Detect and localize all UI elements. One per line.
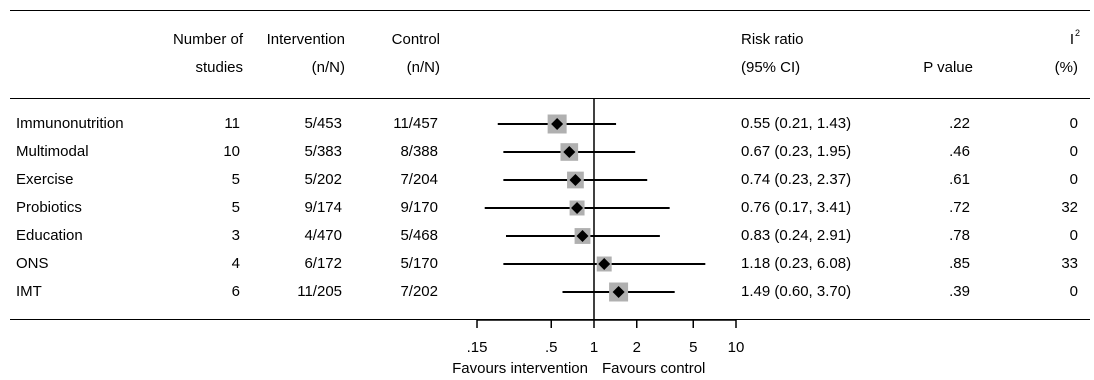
row-risk-ratio: 0.74 (0.23, 2.37)	[741, 171, 852, 188]
row-i2: 32	[1061, 199, 1078, 216]
row-studies: 5	[231, 199, 240, 216]
row-risk-ratio: 0.83 (0.24, 2.91)	[741, 227, 852, 244]
row-p-value: .78	[949, 227, 970, 244]
row-intervention: 5/202	[304, 171, 342, 188]
row-control: 5/468	[400, 227, 438, 244]
row-control: 11/457	[393, 115, 438, 132]
row-intervention: 6/172	[304, 255, 342, 272]
header-rule	[10, 98, 1090, 99]
header-studies-line1: Number of	[172, 31, 243, 48]
row-i2: 0	[1069, 171, 1078, 188]
row-risk-ratio: 1.18 (0.23, 6.08)	[741, 255, 852, 272]
row-control: 8/388	[400, 143, 438, 160]
row-p-value: .22	[949, 115, 970, 132]
row-label: Immunonutrition	[16, 115, 124, 132]
point-estimate-diamond	[576, 230, 589, 242]
row-i2: 0	[1069, 227, 1078, 244]
row-label: Probiotics	[16, 199, 82, 216]
header-control-line2: (n/N)	[406, 59, 440, 76]
header-intervention-line2: (n/N)	[311, 59, 345, 76]
row-intervention: 9/174	[304, 199, 342, 216]
header-rr-line1: Risk ratio	[741, 31, 804, 48]
row-intervention: 4/470	[304, 227, 342, 244]
header-studies-line2: studies	[195, 59, 243, 76]
point-estimate-diamond	[551, 118, 564, 130]
row-i2: 33	[1061, 255, 1078, 272]
row-studies: 10	[223, 143, 240, 160]
x-tick-label: .5	[544, 339, 558, 356]
row-risk-ratio: 1.49 (0.60, 3.70)	[741, 283, 852, 300]
header-i2-unit: (%)	[1054, 59, 1078, 76]
row-label: Multimodal	[16, 143, 89, 160]
header-i2-letter: I	[1069, 31, 1074, 48]
row-p-value: .85	[949, 255, 970, 272]
row-control: 7/202	[400, 283, 438, 300]
x-tick-label: 5	[689, 339, 698, 356]
header-intervention-line1: Intervention	[266, 31, 345, 48]
x-tick-label: 2	[632, 339, 641, 356]
header-pvalue: P value	[923, 59, 973, 76]
row-studies: 6	[231, 283, 240, 300]
row-control: 7/204	[400, 171, 438, 188]
row-i2: 0	[1069, 115, 1078, 132]
row-i2: 0	[1069, 283, 1078, 300]
row-control: 9/170	[400, 199, 438, 216]
point-estimate-diamond	[563, 146, 576, 158]
x-tick-label: 1	[589, 339, 599, 356]
point-estimate-diamond	[571, 202, 584, 214]
row-intervention: 11/205	[297, 283, 342, 300]
top-rule	[10, 10, 1090, 11]
row-label: IMT	[16, 283, 42, 300]
row-label: ONS	[16, 255, 49, 272]
row-p-value: .39	[949, 283, 970, 300]
favours-intervention-label: Favours intervention	[452, 360, 588, 377]
row-label: Exercise	[16, 171, 74, 188]
row-intervention: 5/453	[304, 115, 342, 132]
x-tick-label: 10	[727, 339, 745, 356]
row-label: Education	[16, 227, 83, 244]
row-studies: 11	[224, 115, 240, 132]
point-estimate-diamond	[569, 174, 582, 186]
point-estimate-diamond	[598, 258, 611, 270]
header-rr-line2: (95% CI)	[741, 59, 801, 76]
row-studies: 5	[231, 171, 240, 188]
row-risk-ratio: 0.76 (0.17, 3.41)	[741, 199, 852, 216]
row-i2: 0	[1069, 143, 1078, 160]
row-risk-ratio: 0.67 (0.23, 1.95)	[741, 143, 852, 160]
row-p-value: .72	[949, 199, 970, 216]
row-studies: 3	[231, 227, 240, 244]
x-tick-label: .15	[466, 339, 488, 356]
row-intervention: 5/383	[304, 143, 342, 160]
favours-control-label: Favours control	[602, 360, 706, 377]
row-risk-ratio: 0.55 (0.21, 1.43)	[741, 115, 852, 132]
point-estimate-diamond	[612, 286, 625, 298]
header-control-line1: Control	[391, 31, 440, 48]
row-studies: 4	[231, 255, 240, 272]
row-p-value: .46	[949, 143, 970, 160]
row-control: 5/170	[400, 255, 438, 272]
header-i2-superscript: 2	[1075, 28, 1081, 38]
row-p-value: .61	[949, 171, 970, 188]
